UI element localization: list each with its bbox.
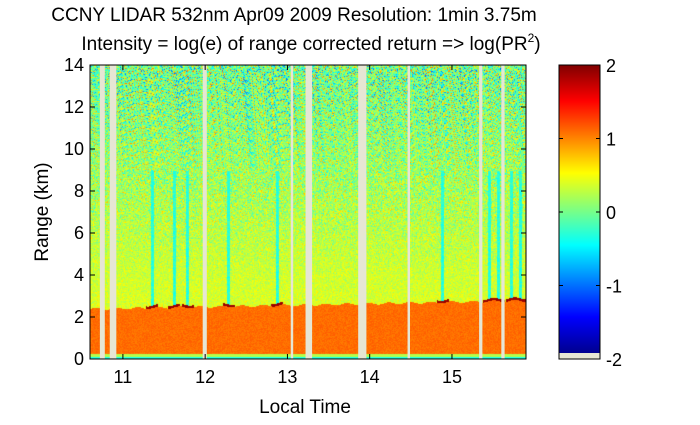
y-tick-label: 4 [74, 265, 84, 285]
x-tick-label: 13 [277, 367, 297, 387]
data-gap-band [109, 65, 117, 359]
data-gap-band [305, 65, 313, 359]
y-tick-label: 12 [64, 97, 84, 117]
data-gap-band [290, 65, 294, 359]
colorbar-tick-label: 1 [606, 130, 616, 150]
chart-title-line2: Intensity = log(e) of range corrected re… [81, 31, 540, 55]
y-tick-label: 0 [74, 349, 84, 369]
y-ticks: 0 2 4 6 8 10 12 14 [64, 55, 526, 369]
y-tick-label: 14 [64, 55, 84, 75]
y-axis-label: Range (km) [32, 162, 53, 261]
x-tick-label: 12 [195, 367, 215, 387]
data-gap-band [358, 65, 367, 359]
y-tick-label: 6 [74, 223, 84, 243]
x-tick-label: 14 [360, 367, 380, 387]
data-gap-band [479, 65, 483, 359]
colorbar-tick-label: -2 [606, 350, 622, 370]
colorbar-nodata-swatch [559, 353, 600, 359]
colorbar-gradient [559, 65, 600, 353]
y-tick-label: 8 [74, 181, 84, 201]
x-axis-label: Local Time [259, 397, 351, 418]
data-gap-band [501, 65, 505, 359]
plot-area: 11 12 13 14 15 0 2 4 6 8 10 12 14 [64, 55, 527, 387]
plot-frame [89, 64, 527, 360]
x-ticks: 11 12 13 14 15 [114, 65, 462, 387]
chart-title-line1: CCNY LIDAR 532nm Apr09 2009 Resolution: … [51, 5, 536, 26]
y-tick-label: 2 [74, 307, 84, 327]
colorbar-tick-label: -1 [606, 277, 622, 297]
title-line2-sup: 2 [528, 31, 535, 45]
y-tick-label: 10 [64, 139, 84, 159]
title-line2-main: Intensity = log(e) of range corrected re… [81, 34, 527, 55]
colorbar-tick-label: 2 [606, 56, 616, 76]
colorbar: -2 -1 0 1 2 [558, 56, 622, 370]
data-gap-band [99, 65, 105, 359]
x-tick-label: 11 [114, 367, 133, 387]
data-gap-band [407, 65, 411, 359]
data-gap-band [202, 65, 207, 359]
colorbar-tick-label: 0 [606, 203, 616, 223]
data-gaps [99, 65, 505, 359]
colorbar-ticks: -2 -1 0 1 2 [559, 56, 622, 370]
title-line2-end: ) [534, 34, 540, 55]
x-tick-label: 15 [442, 367, 462, 387]
